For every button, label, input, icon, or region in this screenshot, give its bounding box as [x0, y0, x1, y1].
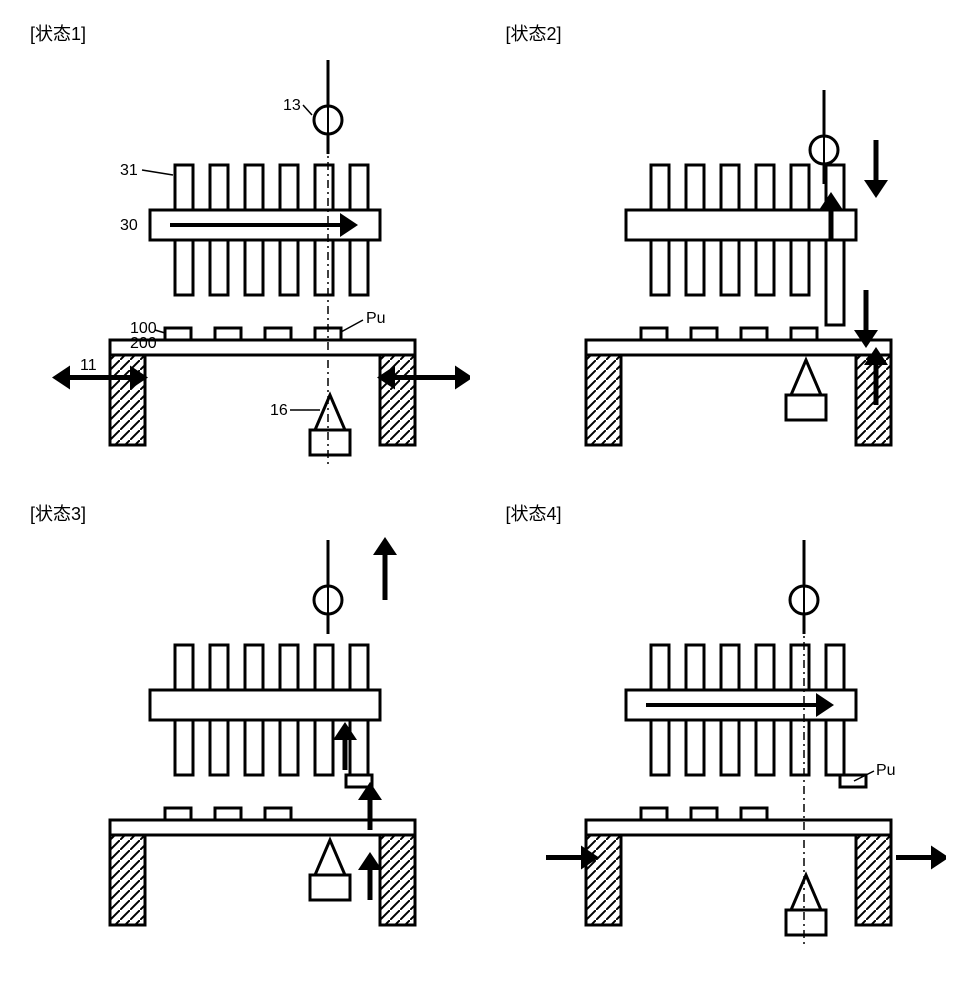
diagram-panel-4: [状态4] Pu [496, 500, 952, 940]
svg-text:11: 11 [80, 357, 97, 374]
svg-text:Pu: Pu [876, 762, 896, 779]
diagram-svg [496, 40, 946, 480]
diagram-svg: 1331301002001116Pu [20, 40, 470, 480]
diagram-svg: Pu [496, 520, 946, 960]
svg-text:200: 200 [130, 335, 157, 352]
svg-text:Pu: Pu [366, 310, 386, 327]
diagram-panel-2: [状态2] [496, 20, 952, 460]
diagram-panel-1: [状态1] 1331301002001116Pu [20, 20, 476, 460]
svg-text:16: 16 [270, 402, 288, 419]
svg-text:31: 31 [120, 162, 138, 179]
svg-text:13: 13 [283, 97, 301, 114]
svg-text:30: 30 [120, 217, 138, 234]
diagram-svg [20, 520, 470, 960]
diagram-panel-3: [状态3] [20, 500, 476, 940]
